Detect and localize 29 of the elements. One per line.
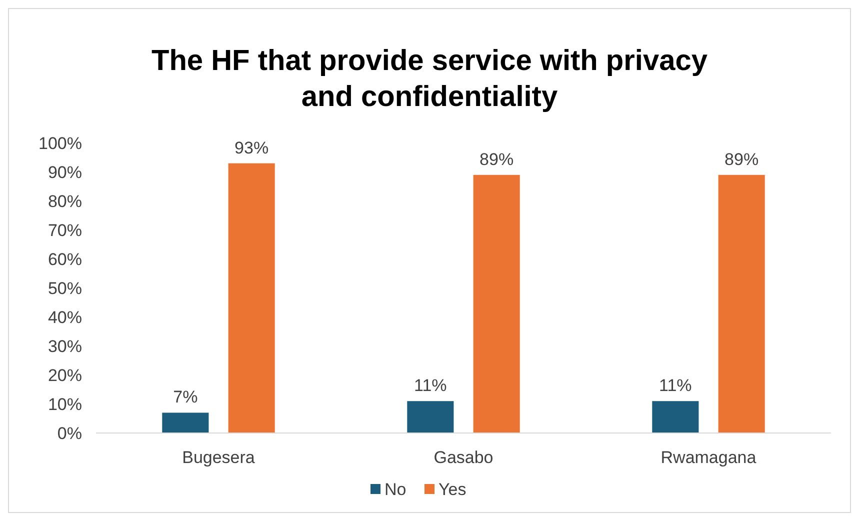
y-tick-label: 90% bbox=[48, 162, 82, 182]
legend-label: No bbox=[384, 480, 406, 499]
x-tick-label: Gasabo bbox=[434, 448, 494, 467]
y-tick-label: 40% bbox=[48, 308, 82, 327]
data-label: 89% bbox=[480, 150, 514, 169]
y-tick-label: 20% bbox=[48, 366, 82, 385]
y-tick-label: 30% bbox=[48, 336, 82, 356]
bar bbox=[228, 163, 275, 433]
legend-label: Yes bbox=[438, 480, 466, 499]
y-tick-label: 50% bbox=[48, 278, 82, 298]
x-tick-label: Bugesera bbox=[182, 448, 256, 467]
chart-title: The HF that provide service with privacy and confidentiality bbox=[152, 45, 708, 113]
data-label: 89% bbox=[724, 150, 759, 169]
y-tick-label: 80% bbox=[48, 192, 82, 211]
y-tick-label: 0% bbox=[57, 424, 82, 443]
bar bbox=[473, 174, 520, 433]
data-label: 11% bbox=[659, 376, 692, 396]
bar bbox=[718, 174, 765, 433]
y-tick-label: 100% bbox=[38, 134, 82, 153]
x-tick-label: Rwamagana bbox=[660, 448, 757, 467]
y-tick-label: 60% bbox=[48, 250, 82, 269]
data-label: 11% bbox=[414, 376, 447, 396]
y-tick-label: 70% bbox=[48, 220, 82, 240]
data-label: 7% bbox=[173, 388, 198, 407]
bar bbox=[162, 412, 209, 433]
bar bbox=[407, 401, 454, 433]
data-label: 93% bbox=[234, 138, 269, 158]
bar bbox=[652, 401, 699, 433]
y-tick-label: 10% bbox=[48, 394, 82, 414]
